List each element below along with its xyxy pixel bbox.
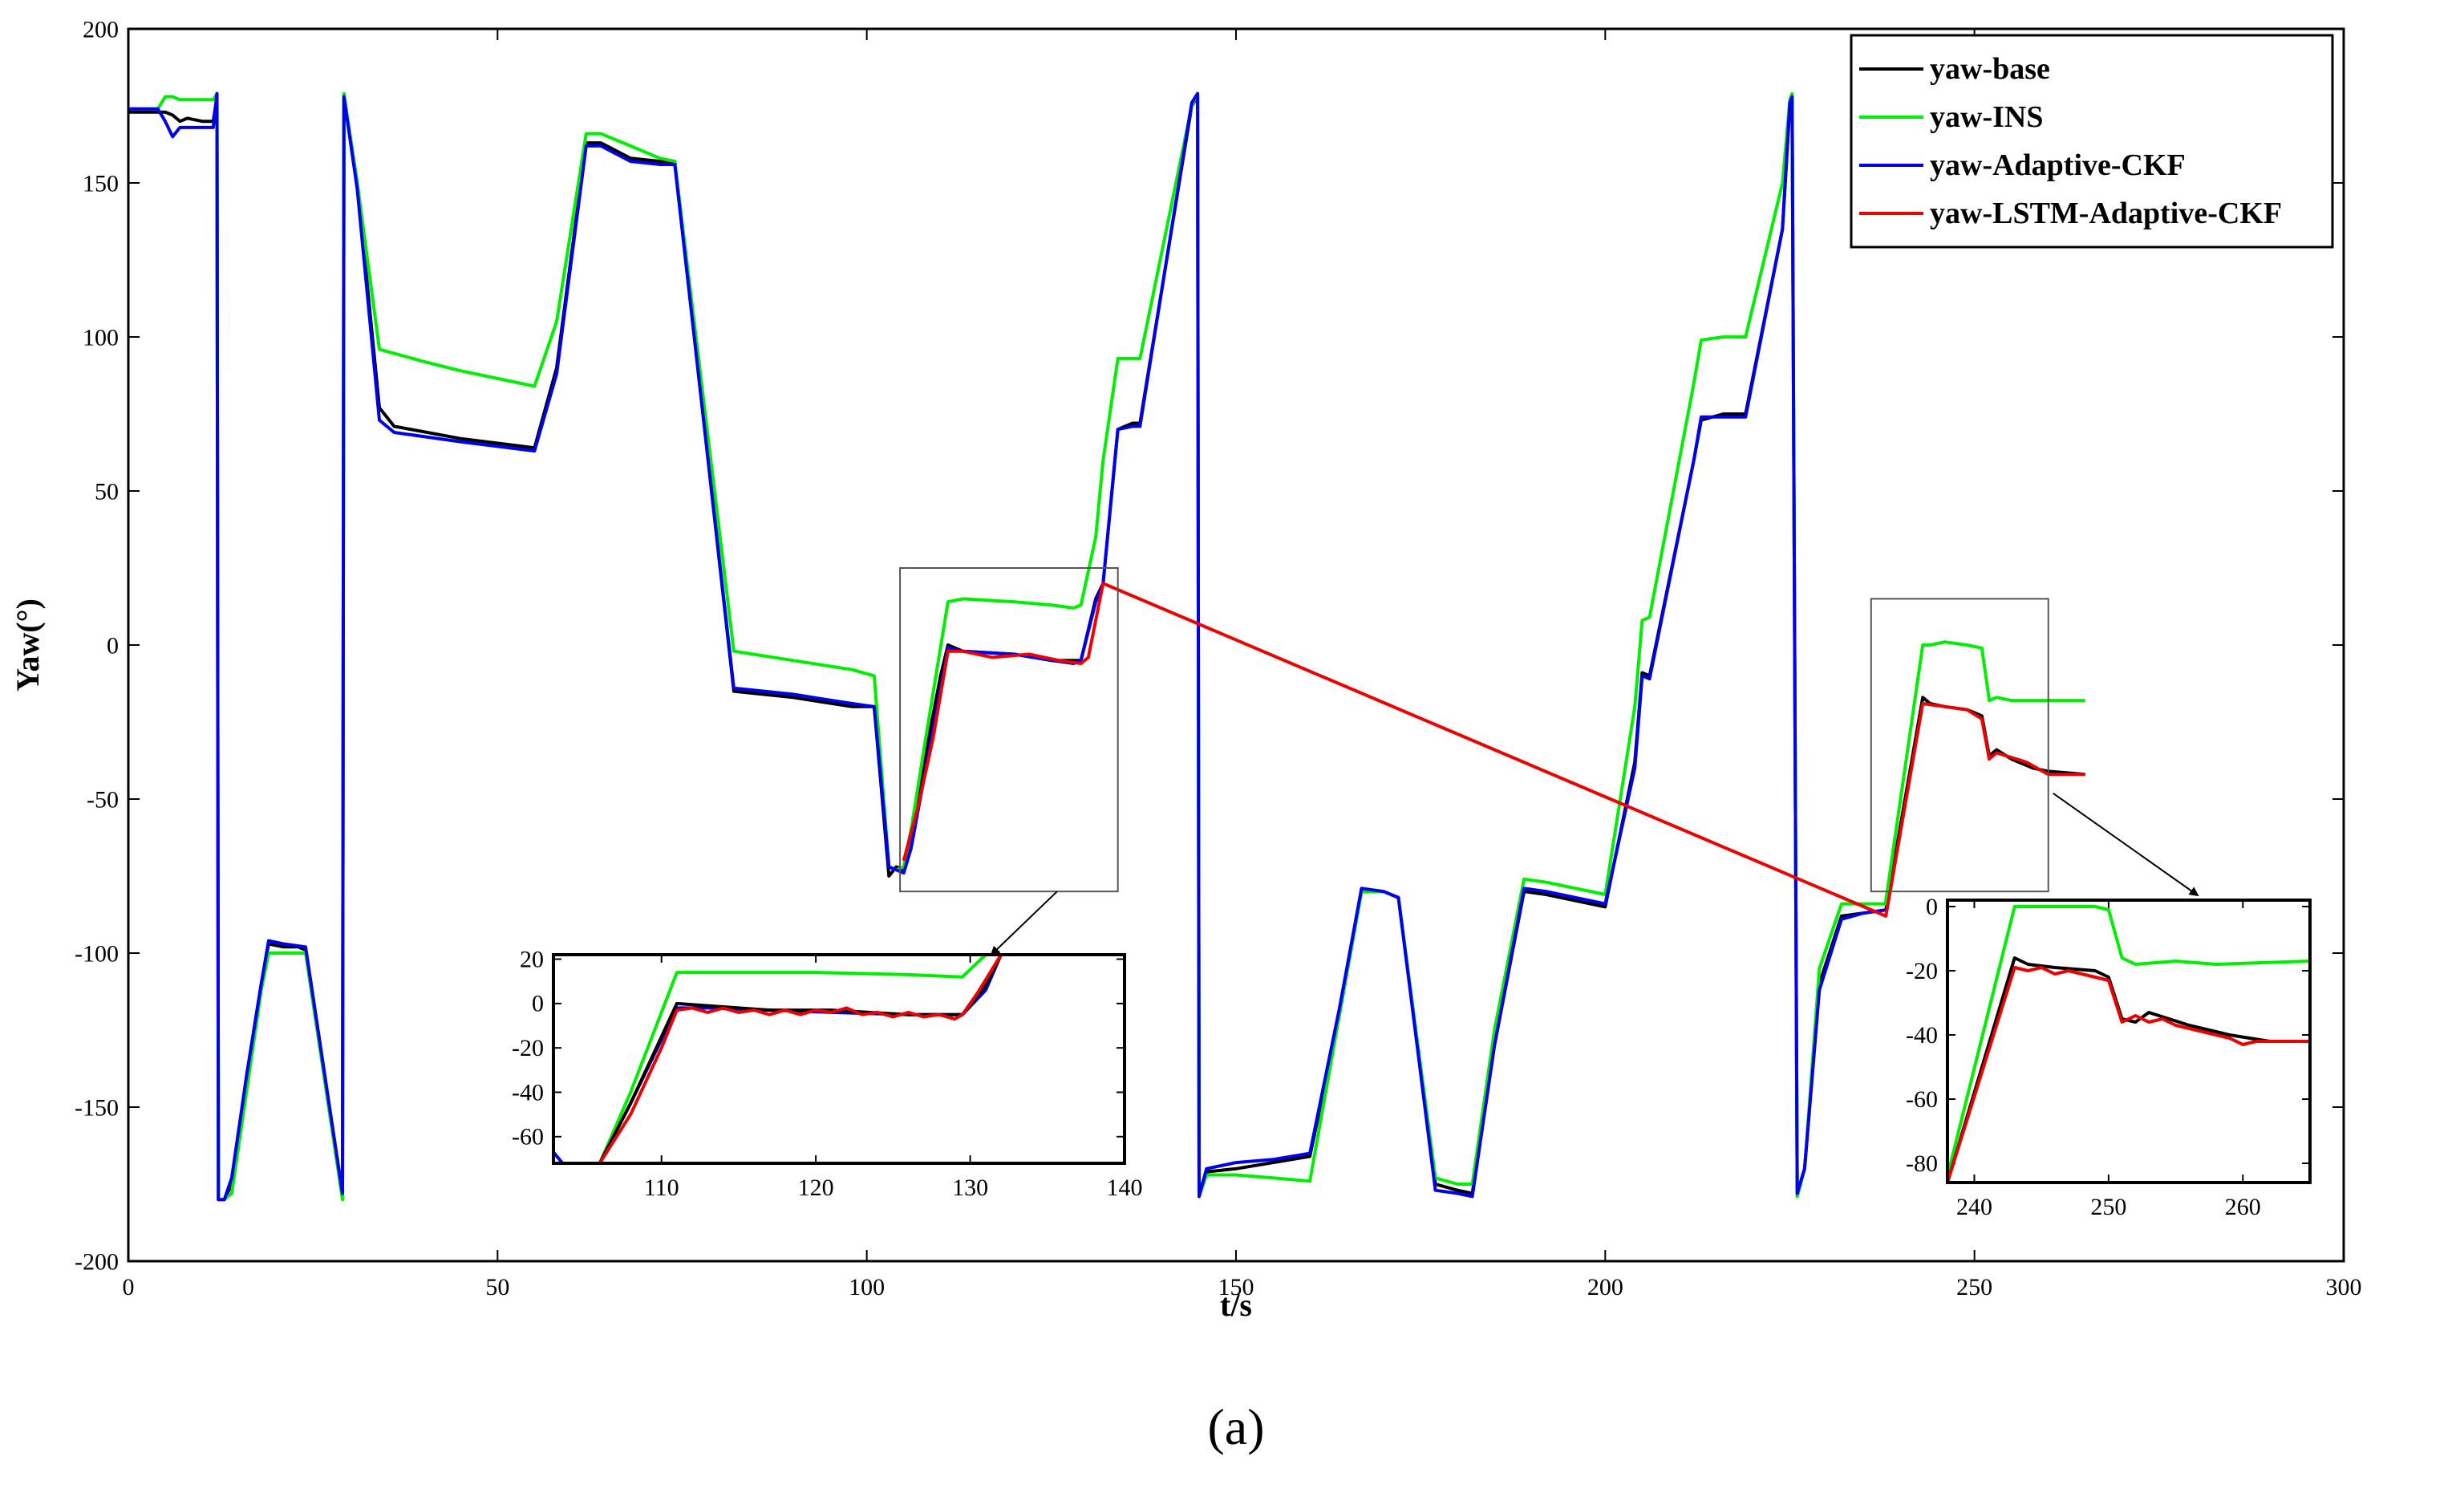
main-ytick-label-50: 50 [95, 479, 119, 505]
inset-2-frame [1946, 899, 2312, 1184]
main-ytick-label--150: -150 [75, 1095, 119, 1122]
zoom-arrow-1 [990, 891, 1058, 956]
inset-1-ytick-label--40: -40 [512, 1079, 544, 1106]
main-xtick-label-300: 300 [2326, 1274, 2362, 1300]
zoom-arrow-2 [2053, 792, 2199, 897]
main-xtick-label-250: 250 [1956, 1274, 1992, 1300]
zoom-box-1 [899, 567, 1119, 893]
inset-2-xtick-label-250: 250 [2090, 1194, 2126, 1220]
main-xtick-label-150: 150 [1218, 1274, 1254, 1300]
inset-2-axis-ticks: 240 250 260 -80 -60 -40 -20 0 [1906, 894, 2310, 1220]
main-xtick-label-200: 200 [1587, 1274, 1623, 1300]
main-axis-ticks: 0 50 100 150 200 250 300-200-150-100-500501001… [75, 17, 2362, 1301]
inset-1-series-yaw-lstm-adaptive-ckf [598, 955, 1003, 1163]
inset-plot-2: 240 250 260 -80 -60 -40 -20 0 [1906, 894, 2312, 1220]
inset-2-ytick-label--80: -80 [1906, 1150, 1938, 1177]
inset-2-series-yaw-lstm-adaptive-ckf [1947, 966, 2310, 1183]
x-axis-label: t/s [1220, 1287, 1252, 1323]
inset-2-xtick-label-260: 260 [2225, 1194, 2261, 1220]
inset-2-ytick-label--60: -60 [1906, 1086, 1938, 1113]
inset-1-xtick-label-110: 110 [644, 1175, 679, 1201]
main-ytick-label--200: -200 [75, 1249, 119, 1276]
inset-2-xtick-label-240: 240 [1956, 1194, 1992, 1220]
legend-label-yaw-adaptive-ckf: yaw-Adaptive-CKF [1930, 148, 2186, 182]
legend-label-yaw-lstm-adaptive-ckf: yaw-LSTM-Adaptive-CKF [1930, 197, 2282, 230]
legend: yaw-base yaw-INS yaw-Adaptive-CKF yaw-LS… [1850, 34, 2334, 249]
y-axis-label: Yaw(°) [10, 598, 46, 692]
main-ytick-label--50: -50 [87, 787, 119, 813]
inset-1-frame [552, 953, 1126, 1165]
zoom-box-2 [1870, 598, 2049, 893]
inset-1-ytick-label-0: 0 [532, 991, 544, 1017]
inset-1-ytick-label--20: -20 [512, 1035, 544, 1061]
inset-1-xtick-label-140: 140 [1107, 1175, 1143, 1201]
main-ytick-label-150: 150 [83, 171, 119, 197]
inset-2-ytick-label--40: -40 [1906, 1022, 1938, 1049]
main-axes-frame [127, 27, 2345, 1263]
inset-2-series-yaw-ins [1947, 905, 2310, 1177]
inset-1-series-group [553, 955, 1003, 1163]
main-xtick-label-100: 100 [849, 1274, 885, 1300]
inset-1-ytick-label--60: -60 [512, 1124, 544, 1150]
main-series-yaw-lstm-adaptive-ckf [902, 582, 2085, 918]
legend-box [1850, 34, 2334, 249]
inset-2-ytick-label--20: -20 [1906, 958, 1938, 984]
main-ytick-label--100: -100 [75, 941, 119, 968]
main-xtick-label-50: 50 [485, 1274, 509, 1300]
inset-1-background [553, 955, 1125, 1163]
legend-label-yaw-base: yaw-base [1930, 52, 2050, 86]
main-ytick-label-0: 0 [107, 633, 119, 659]
legend-label-yaw-ins: yaw-INS [1930, 100, 2043, 134]
zoom-indicators [899, 567, 2199, 956]
main-series-yaw-adaptive-ckf [128, 91, 1886, 1202]
main-xtick-label-0: 0 [123, 1274, 135, 1300]
inset-1-ytick-label-20: 20 [520, 946, 544, 972]
inset-2-series-group [1947, 905, 2310, 1183]
main-ytick-label-100: 100 [83, 325, 119, 351]
main-plot: 0 50 100 150 200 250 300-200-150-100-500501001… [10, 17, 2362, 1324]
inset-1-xtick-label-130: 130 [952, 1175, 988, 1201]
inset-2-ytick-label-0: 0 [1926, 894, 1938, 920]
main-series-group [128, 91, 2085, 1202]
inset-1-xtick-label-120: 120 [798, 1175, 834, 1201]
figure-caption: (a) [1207, 1398, 1264, 1455]
main-ytick-label-200: 200 [83, 17, 119, 43]
inset-plot-1: 110 120 130 140 -60 -40 -20 0 20 [512, 946, 1143, 1201]
